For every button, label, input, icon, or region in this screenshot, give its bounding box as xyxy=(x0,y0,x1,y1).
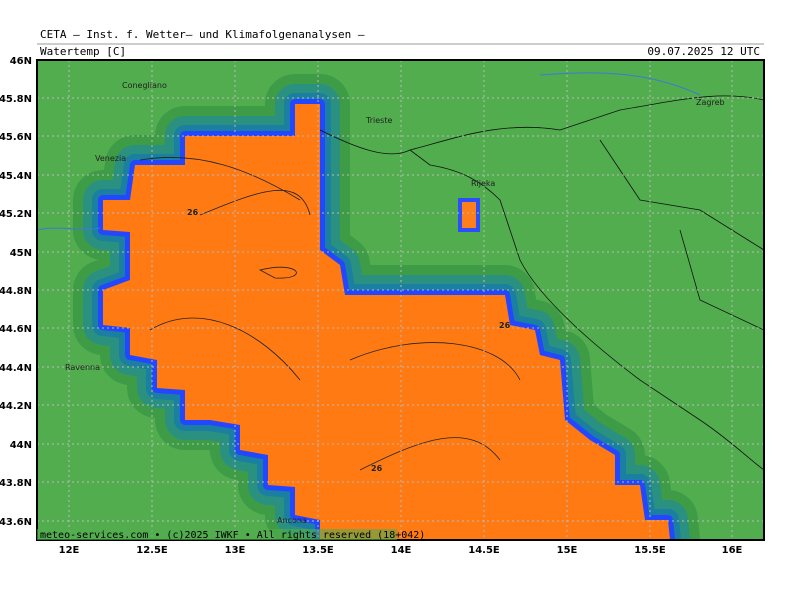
field-label: Watertemp [C] xyxy=(40,45,126,58)
lat-label: 44.6N xyxy=(0,324,32,335)
lon-label: 13E xyxy=(225,545,246,556)
grid xyxy=(37,60,764,540)
place-label: Ancona xyxy=(277,516,307,525)
contour-label: 26 xyxy=(499,321,511,330)
place-label: Venezia xyxy=(95,154,126,163)
lon-label: 16E xyxy=(722,545,743,556)
place-label: Ravenna xyxy=(65,363,100,372)
valid-time: 09.07.2025 12 UTC xyxy=(647,45,760,58)
contours xyxy=(139,157,521,471)
contour-label: 26 xyxy=(371,464,383,473)
footer-bg xyxy=(37,529,397,540)
map-area xyxy=(37,60,764,540)
lat-label: 45.6N xyxy=(0,132,32,143)
lat-label: 44.4N xyxy=(0,363,32,374)
lon-label: 14.5E xyxy=(468,545,500,556)
lat-label: 45N xyxy=(10,248,32,259)
footer-credit: meteo-services.com • (c)2025 IWKF • All … xyxy=(40,530,425,541)
lon-label: 15.5E xyxy=(634,545,666,556)
place-label: Zagreb xyxy=(696,98,725,107)
lat-label: 46N xyxy=(10,56,32,67)
lon-label: 15E xyxy=(557,545,578,556)
borders xyxy=(319,95,764,471)
lat-label: 43.6N xyxy=(0,517,32,528)
rivers xyxy=(37,72,701,231)
place-label: Conegliano xyxy=(122,81,167,90)
warm-water xyxy=(103,104,670,540)
place-label: Rijeka xyxy=(471,179,495,188)
sea xyxy=(73,74,701,540)
lat-label: 44.8N xyxy=(0,286,32,297)
lon-label: 12.5E xyxy=(136,545,168,556)
lon-label: 13.5E xyxy=(302,545,334,556)
lat-label: 43.8N xyxy=(0,478,32,489)
lon-label: 14E xyxy=(391,545,412,556)
lat-label: 45.2N xyxy=(0,209,32,220)
lat-label: 45.8N xyxy=(0,94,32,105)
lat-label: 44N xyxy=(10,440,32,451)
lat-label: 44.2N xyxy=(0,401,32,412)
lat-label: 45.4N xyxy=(0,171,32,182)
institute-title: CETA — Inst. f. Wetter— und Klimafolgena… xyxy=(40,28,365,41)
contour-label: 26 xyxy=(187,208,199,217)
map-frame xyxy=(36,59,765,541)
lon-label: 12E xyxy=(59,545,80,556)
place-label: Trieste xyxy=(365,116,392,125)
sea-patch xyxy=(458,198,480,232)
